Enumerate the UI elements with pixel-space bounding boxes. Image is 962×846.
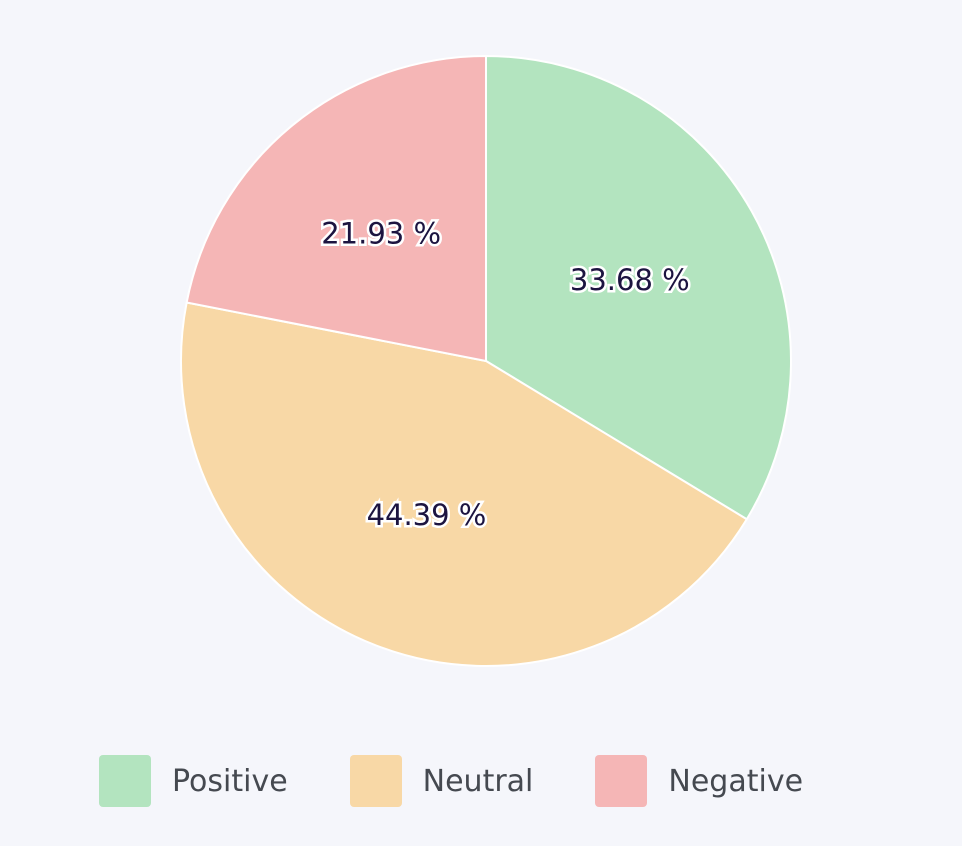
chart-legend: Positive Neutral Negative xyxy=(99,755,803,807)
slice-label-positive: 33.68 % xyxy=(570,263,690,297)
pie-slice-neutral[interactable] xyxy=(180,301,748,667)
legend-label-neutral: Neutral xyxy=(422,763,534,799)
legend-swatch-positive xyxy=(99,755,151,807)
pie-slice-labels: 33.68 % 44.39 % 21.93 % xyxy=(319,214,692,534)
pie-slices xyxy=(180,55,792,667)
legend-item-neutral[interactable]: Neutral xyxy=(349,755,534,807)
legend-item-positive[interactable]: Positive xyxy=(99,755,288,807)
legend-item-negative[interactable]: Negative xyxy=(595,755,803,807)
slice-label-negative: 21.93 % xyxy=(321,217,441,251)
legend-swatch-neutral xyxy=(349,755,402,807)
legend-label-positive: Positive xyxy=(172,763,288,799)
legend-label-negative: Negative xyxy=(668,763,804,799)
pie-slice-negative[interactable] xyxy=(185,55,487,362)
pie-slice-positive[interactable] xyxy=(485,55,792,521)
slice-label-neutral: 44.39 % xyxy=(367,498,487,532)
legend-swatch-negative xyxy=(595,755,648,807)
